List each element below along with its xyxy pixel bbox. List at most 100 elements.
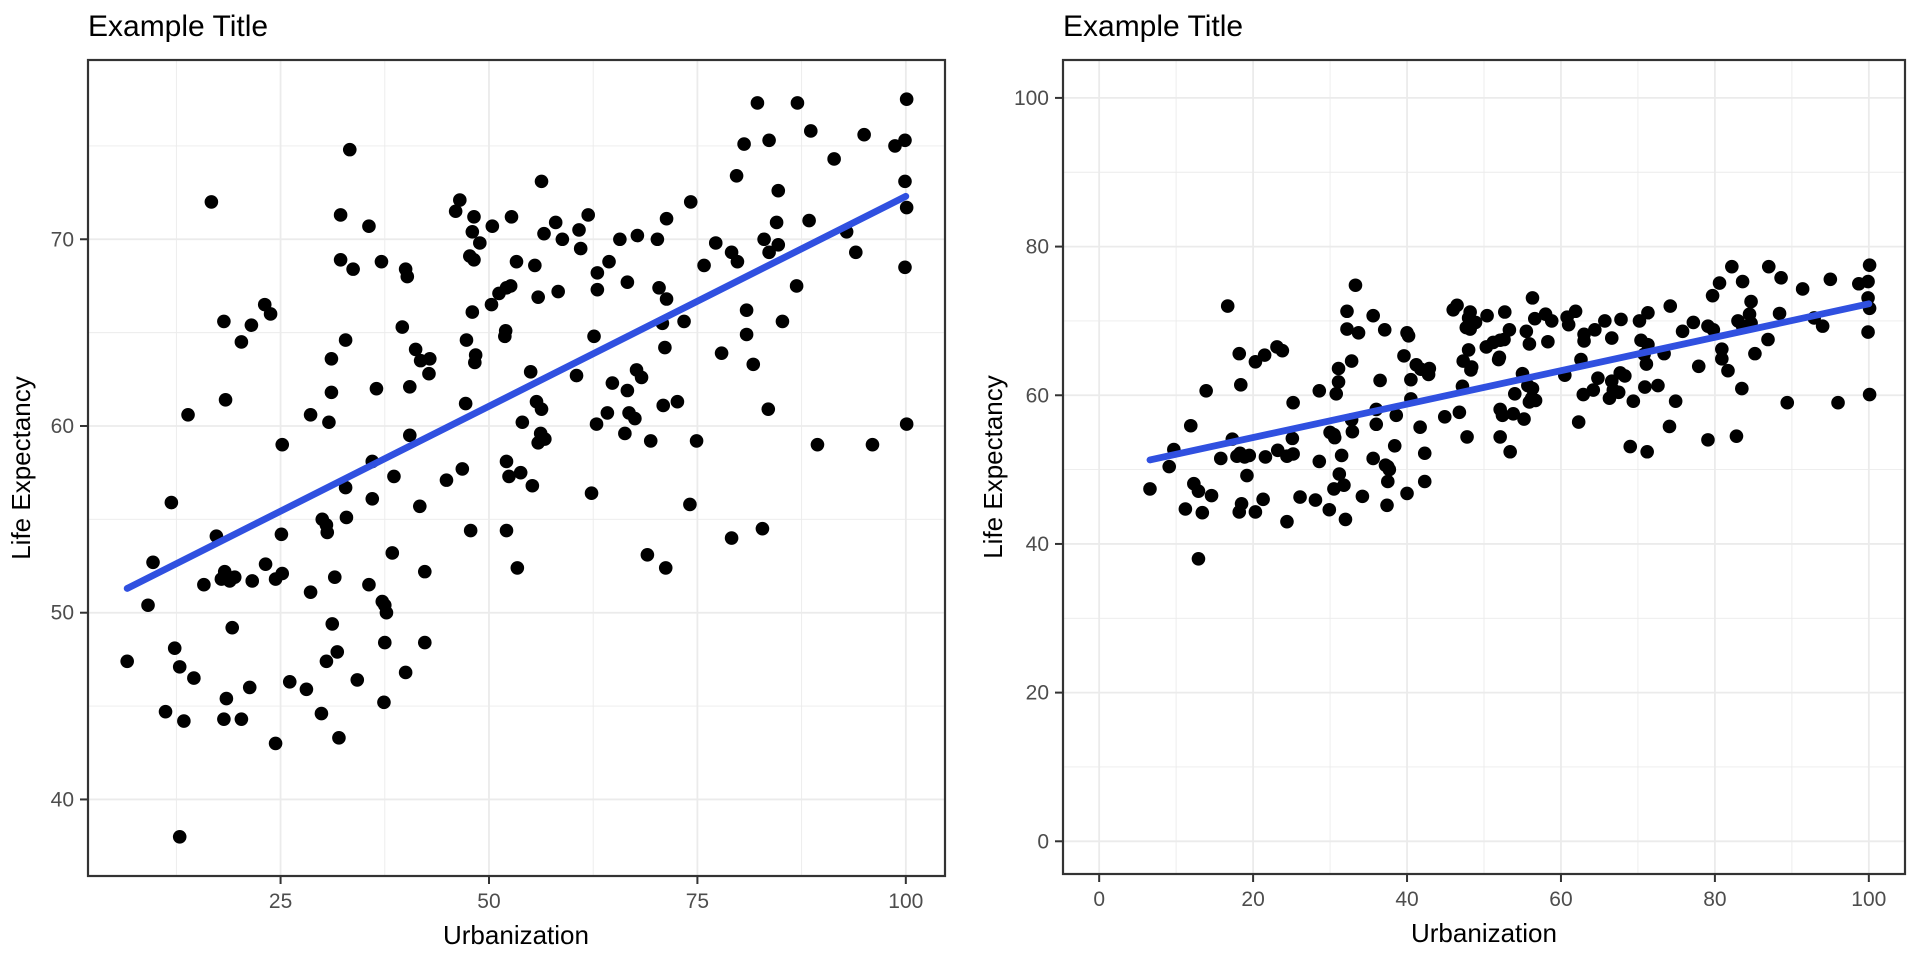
data-point xyxy=(602,254,616,269)
data-point xyxy=(589,417,604,431)
data-point xyxy=(1623,439,1638,454)
data-point xyxy=(762,245,776,260)
data-point xyxy=(1735,381,1749,396)
data-point xyxy=(234,335,249,349)
data-point xyxy=(802,213,816,228)
data-point xyxy=(1404,372,1418,387)
right-plot-title: Example Title xyxy=(1063,10,1243,43)
data-point xyxy=(1497,332,1511,347)
data-point xyxy=(167,641,182,655)
data-point xyxy=(417,564,432,579)
data-point xyxy=(1240,468,1254,483)
y-tick-label: 80 xyxy=(1026,236,1049,259)
data-point xyxy=(219,691,234,706)
data-point xyxy=(548,215,563,230)
data-point xyxy=(1519,324,1534,339)
y-axis-ticks: 40 50 60 70 xyxy=(51,228,88,811)
data-point xyxy=(1331,361,1346,376)
data-point xyxy=(400,269,415,284)
x-tick-label: 60 xyxy=(1549,888,1572,911)
data-point xyxy=(528,258,542,273)
data-point xyxy=(1706,323,1721,337)
data-point xyxy=(484,297,499,312)
data-point xyxy=(658,340,672,355)
data-point xyxy=(771,238,786,252)
data-point xyxy=(197,577,211,592)
data-point xyxy=(1340,322,1354,336)
data-point xyxy=(1712,276,1727,290)
data-point xyxy=(369,381,384,396)
data-point xyxy=(1220,299,1235,313)
data-point xyxy=(640,548,655,562)
data-point xyxy=(377,598,392,613)
data-point xyxy=(509,254,524,269)
data-point xyxy=(268,572,283,586)
data-point xyxy=(708,236,723,250)
data-point xyxy=(217,712,231,726)
y-tick-label: 70 xyxy=(51,228,74,251)
gridlines-layer xyxy=(88,60,945,876)
data-point xyxy=(465,305,480,319)
data-point xyxy=(1366,308,1380,323)
data-point xyxy=(1651,378,1665,393)
data-point xyxy=(473,236,487,250)
data-point xyxy=(1479,340,1494,354)
data-point xyxy=(1248,355,1263,369)
data-point xyxy=(1618,369,1632,383)
data-point xyxy=(258,557,273,571)
data-point xyxy=(242,680,257,695)
y-tick-label: 40 xyxy=(1026,533,1049,556)
right-y-axis-title: Life Expectancy xyxy=(978,375,1008,559)
data-point xyxy=(1308,493,1323,507)
panel-border xyxy=(1061,58,1907,876)
data-point xyxy=(350,673,365,687)
data-point xyxy=(227,570,242,585)
data-point xyxy=(1380,474,1395,489)
data-point xyxy=(1345,424,1360,439)
data-point xyxy=(569,368,584,383)
data-point xyxy=(257,297,272,312)
data-point xyxy=(1232,346,1247,361)
data-point xyxy=(439,473,454,487)
data-point xyxy=(1602,391,1617,406)
data-point xyxy=(1561,317,1576,332)
data-point xyxy=(455,462,470,476)
data-point xyxy=(463,523,478,538)
x-tick-label: 0 xyxy=(1093,888,1105,911)
data-point xyxy=(730,254,745,269)
data-point xyxy=(789,279,804,293)
data-point xyxy=(656,398,671,413)
data-point xyxy=(362,219,376,233)
data-point xyxy=(1715,342,1729,356)
data-point xyxy=(1285,431,1300,446)
data-point xyxy=(683,497,697,512)
data-point xyxy=(1675,324,1690,339)
data-point xyxy=(322,415,336,430)
data-point xyxy=(1293,490,1307,504)
data-point xyxy=(245,574,260,588)
data-point xyxy=(587,329,601,344)
data-point xyxy=(282,675,297,689)
data-point xyxy=(1380,459,1395,474)
x-tick-label: 25 xyxy=(269,890,292,913)
x-tick-label: 100 xyxy=(1851,888,1886,911)
y-axis-ticks: 0 20 40 60 80 100 xyxy=(1014,87,1063,853)
data-point xyxy=(531,290,545,304)
data-point xyxy=(1668,394,1683,409)
data-point xyxy=(1721,363,1735,378)
data-point xyxy=(1344,354,1359,368)
data-point xyxy=(1522,395,1537,409)
data-point xyxy=(1213,451,1228,466)
data-point xyxy=(1452,405,1467,420)
data-point xyxy=(1522,337,1537,351)
data-point xyxy=(620,383,635,398)
data-point xyxy=(385,546,400,560)
data-point xyxy=(1772,306,1787,321)
data-point xyxy=(1377,323,1392,337)
data-point xyxy=(537,226,551,241)
y-tick-label: 40 xyxy=(51,788,74,811)
data-point xyxy=(1725,259,1739,274)
data-point xyxy=(1312,384,1327,398)
right-chart: 0 20 40 60 80 100 0 20 40 60 80 100 Example Title U… xyxy=(978,10,1907,948)
data-point xyxy=(1638,380,1652,394)
